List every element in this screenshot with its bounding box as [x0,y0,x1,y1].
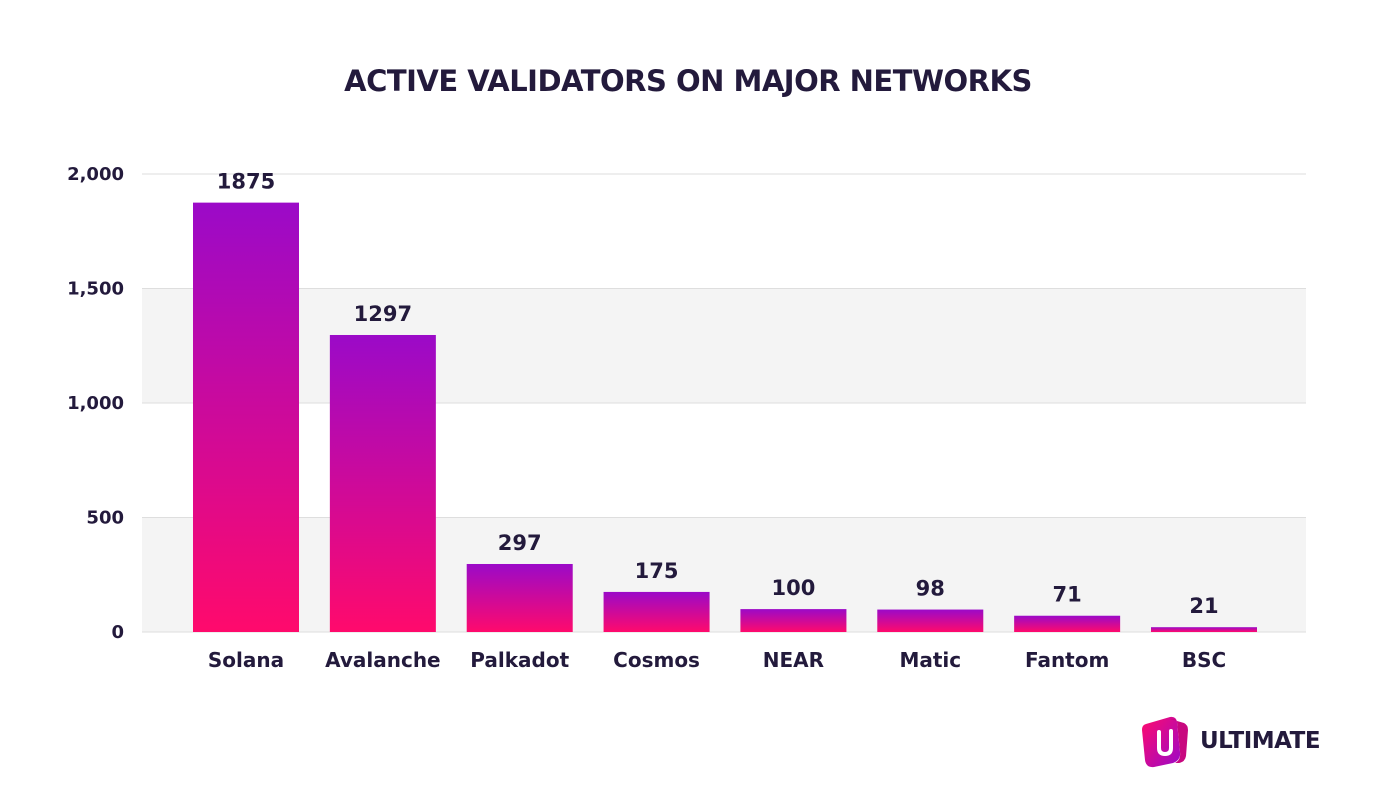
bar-bsc [1151,627,1257,632]
y-tick-label: 1,000 [67,393,124,414]
x-tick-label: Avalanche [325,648,441,672]
value-label: 175 [635,559,679,583]
bars [193,202,1257,632]
brand-name: ULTIMATE [1200,728,1321,754]
bar-palkadot [466,563,573,632]
brand: ULTIMATE [1140,712,1321,770]
bar-cosmos [603,591,710,632]
grid-band [142,517,1306,632]
x-tick-label: NEAR [763,648,824,672]
chart-title: ACTIVE VALIDATORS ON MAJOR NETWORKS [344,64,1032,98]
y-tick-label: 1,500 [67,279,124,300]
bar-matic [877,609,984,632]
value-label: 21 [1189,594,1218,618]
x-tick-label: BSC [1182,648,1226,672]
grid-band [142,288,1306,403]
value-label: 297 [498,531,542,555]
value-label: 98 [916,577,945,601]
value-label: 1875 [217,170,275,194]
bar-avalanche [329,334,436,632]
x-tick-label: Palkadot [470,648,569,672]
y-tick-label: 500 [86,508,124,529]
y-axis: 0 500 1,000 1,500 2,000 [67,164,124,643]
ultimate-logo-icon [1142,716,1188,768]
x-tick-label: Matic [899,648,961,672]
value-label: 71 [1053,583,1082,607]
x-axis: Solana Avalanche Palkadot Cosmos NEAR Matic Fa… [208,648,1226,672]
value-label: 1297 [354,302,412,326]
bar-near [740,609,847,632]
x-tick-label: Fantom [1025,648,1109,672]
x-tick-label: Cosmos [613,648,700,672]
bar-fantom [1014,615,1121,632]
bar-solana [193,202,299,632]
x-tick-label: Solana [208,648,284,672]
value-labels: 1875 1297 297 175 100 98 71 21 [217,170,1219,619]
y-tick-label: 2,000 [67,164,124,185]
y-tick-label: 0 [111,622,124,643]
value-label: 100 [772,576,816,600]
grid-bands [142,288,1306,632]
